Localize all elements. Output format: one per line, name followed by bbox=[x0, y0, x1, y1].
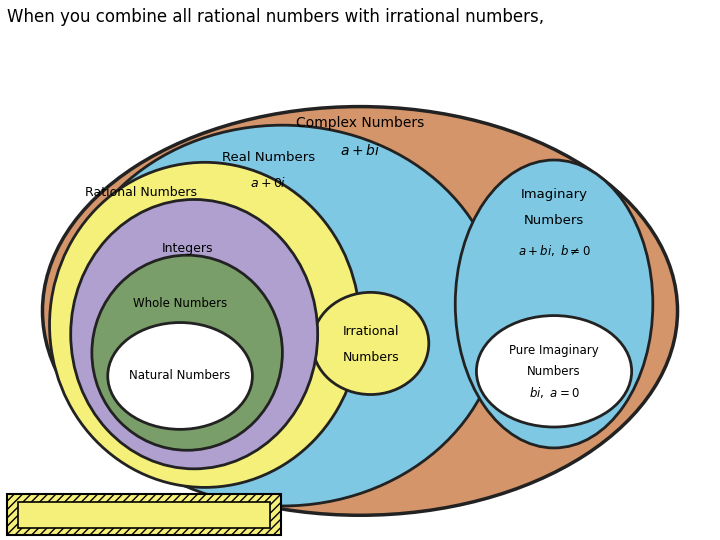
Text: Real Numbers: Real Numbers bbox=[222, 151, 315, 164]
Text: Irrational: Irrational bbox=[342, 325, 399, 339]
Ellipse shape bbox=[477, 315, 631, 427]
Text: Imaginary: Imaginary bbox=[521, 188, 588, 201]
Text: Integers: Integers bbox=[161, 242, 213, 255]
Text: Complex Numbers: Complex Numbers bbox=[296, 116, 424, 130]
Text: $a + 0i$: $a + 0i$ bbox=[250, 176, 287, 190]
Text: When you combine all rational numbers with irrational numbers,: When you combine all rational numbers wi… bbox=[7, 8, 544, 26]
Ellipse shape bbox=[50, 163, 360, 488]
Text: Whole Numbers: Whole Numbers bbox=[133, 298, 228, 310]
Text: $a + bi$: $a + bi$ bbox=[340, 143, 380, 158]
Text: Natural Numbers: Natural Numbers bbox=[130, 369, 230, 382]
Text: Numbers: Numbers bbox=[527, 365, 581, 378]
Ellipse shape bbox=[42, 106, 678, 515]
Ellipse shape bbox=[108, 322, 253, 429]
Text: Pure Imaginary: Pure Imaginary bbox=[509, 344, 599, 357]
Ellipse shape bbox=[63, 125, 501, 506]
Ellipse shape bbox=[71, 199, 318, 469]
Ellipse shape bbox=[92, 255, 282, 450]
Ellipse shape bbox=[455, 160, 653, 448]
Ellipse shape bbox=[312, 292, 429, 395]
Text: $a + bi,\ b \neq 0$: $a + bi,\ b \neq 0$ bbox=[518, 243, 590, 258]
Text: Numbers: Numbers bbox=[342, 351, 399, 364]
Text: Rational Numbers: Rational Numbers bbox=[85, 186, 197, 199]
Text: Numbers: Numbers bbox=[524, 214, 584, 227]
Text: $bi,\ a = 0$: $bi,\ a = 0$ bbox=[528, 384, 580, 400]
